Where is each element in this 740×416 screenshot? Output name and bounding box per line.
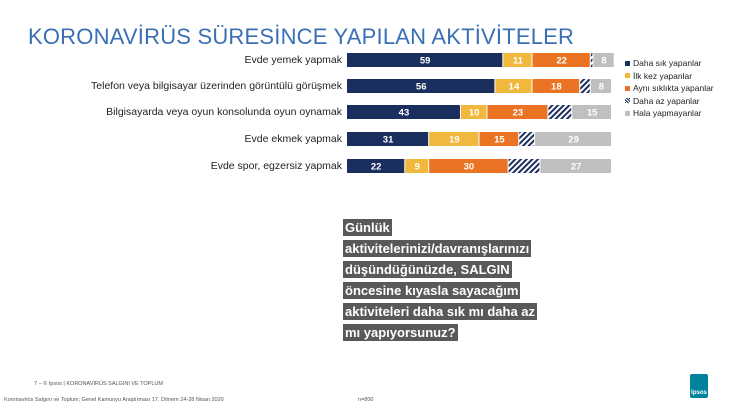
legend-item: İlk kez yapanlar — [625, 70, 714, 83]
footer-source: Koronavirüs Salgını ve Toplum; Genel Kam… — [4, 397, 224, 403]
category-label: Telefon veya bilgisayar üzerinden görünt… — [91, 80, 342, 92]
bar-segment — [535, 132, 611, 146]
legend-swatch — [625, 110, 630, 116]
data-label: 43 — [399, 108, 410, 119]
ipsos-logo: Ipsos — [690, 374, 708, 398]
data-label: 8 — [599, 82, 604, 93]
bar-segment — [347, 132, 429, 146]
bar-segment — [548, 105, 572, 119]
legend-swatch — [625, 85, 630, 91]
data-label: 15 — [494, 135, 505, 146]
data-label: 27 — [571, 162, 582, 173]
legend-swatch — [625, 60, 630, 66]
bar-segment — [503, 53, 532, 67]
data-label: 9 — [415, 162, 420, 173]
bar-segment — [347, 79, 495, 93]
legend-label: Hala yapmayanlar — [633, 108, 702, 119]
legend-label: Aynı sıklıkta yapanlar — [633, 83, 714, 94]
data-label: 56 — [416, 82, 427, 93]
bar-segment — [532, 79, 580, 93]
bar-segment — [519, 132, 535, 146]
data-label: 22 — [556, 56, 567, 67]
legend-swatch — [625, 98, 630, 104]
bar-segment — [593, 53, 614, 67]
data-label: 31 — [383, 135, 394, 146]
data-label: 29 — [568, 135, 579, 146]
bar-segment — [487, 105, 548, 119]
footer-copyright: 7 – © Ipsos | KORONAVİRÜS SALGINI VE TOP… — [34, 381, 163, 387]
footer-sample-size: n=800 — [358, 397, 374, 403]
data-label: 8 — [601, 56, 606, 67]
data-label: 10 — [469, 108, 480, 119]
data-label: 14 — [509, 82, 520, 93]
data-label: 30 — [464, 162, 475, 173]
page-title: KORONAVİRÜS SÜRESİNCE YAPILAN AKTİVİTELE… — [28, 24, 575, 49]
legend-item: Daha sık yapanlar — [625, 57, 714, 70]
bar-segment — [508, 159, 540, 173]
bar-segment — [347, 105, 460, 119]
category-label: Evde ekmek yapmak — [244, 133, 342, 145]
bar-segment — [429, 159, 508, 173]
bar-segment — [532, 53, 590, 67]
stacked-bar-chart: 59 11 22 8 56 14 18 8 43 10 23 15 31 19 15 29 22 9 30 27 — [347, 53, 614, 173]
legend-swatch — [625, 73, 630, 79]
legend-label: Daha sık yapanlar — [633, 58, 702, 69]
bar-segment — [479, 132, 519, 146]
bar-segment — [572, 105, 611, 119]
data-label: 15 — [587, 108, 598, 119]
bar-segment — [590, 79, 611, 93]
legend-item: Aynı sıklıkta yapanlar — [625, 82, 714, 95]
category-label: Bilgisayarda veya oyun konsolunda oyun o… — [106, 106, 342, 118]
data-label: 11 — [513, 56, 524, 67]
legend-item: Daha az yapanlar — [625, 95, 714, 108]
bar-segment — [580, 79, 590, 93]
bar-segment — [405, 159, 429, 173]
bar-segment — [460, 105, 487, 119]
data-label: 18 — [551, 82, 562, 93]
legend: Daha sık yapanlar İlk kez yapanlar Aynı sı… — [625, 57, 714, 120]
bar-segment — [347, 53, 503, 67]
bar-segment — [495, 79, 532, 93]
data-label: 19 — [449, 135, 460, 146]
legend-label: İlk kez yapanlar — [633, 70, 693, 81]
bar-segment — [540, 159, 611, 173]
question-text: Günlük aktivitelerinizi/davranışlarınızı… — [343, 219, 538, 341]
data-label: 23 — [513, 108, 524, 119]
legend-item: Hala yapmayanlar — [625, 107, 714, 120]
legend-label: Daha az yapanlar — [633, 95, 700, 106]
category-label: Evde yemek yapmak — [244, 54, 342, 66]
question-box: Günlük aktivitelerinizi/davranışlarınızı… — [343, 217, 548, 343]
bar-segment — [347, 159, 405, 173]
data-label: 22 — [371, 162, 382, 173]
bar-segment — [429, 132, 479, 146]
category-label: Evde spor, egzersiz yapmak — [210, 160, 342, 172]
data-label: 59 — [420, 56, 431, 67]
bar-segment — [590, 53, 593, 67]
